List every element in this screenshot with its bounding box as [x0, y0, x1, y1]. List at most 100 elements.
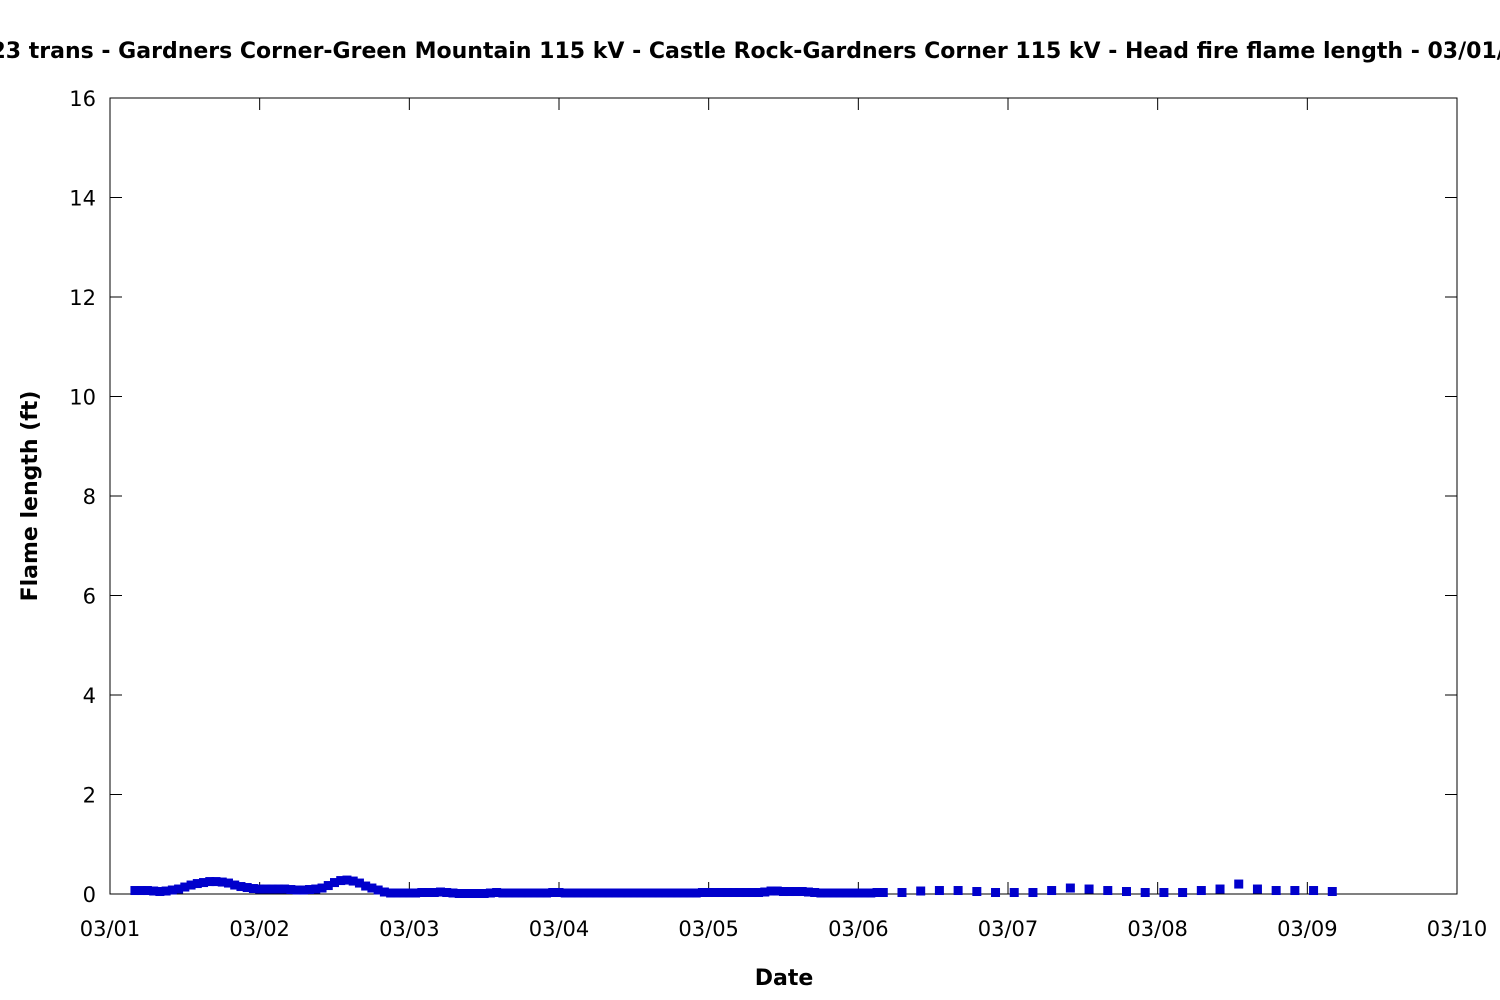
data-point [766, 886, 776, 896]
data-point [261, 884, 271, 894]
data-point [317, 883, 327, 893]
data-point [467, 889, 477, 899]
data-point [654, 888, 664, 898]
data-point [828, 888, 838, 898]
data-point [336, 876, 346, 886]
y-tick-label: 0 [83, 883, 96, 907]
data-point [972, 887, 982, 897]
data-point [1028, 888, 1038, 898]
data-point [373, 885, 383, 895]
x-tick-label: 03/08 [1127, 917, 1188, 941]
x-axis: 03/01 03/02 03/03 03/04 03/05 03/06 03/07 03/08… [80, 98, 1487, 941]
data-point [286, 885, 296, 895]
data-point [991, 888, 1001, 898]
data-point [816, 888, 826, 898]
data-point [672, 888, 682, 898]
data-point [417, 888, 427, 898]
data-point [1084, 884, 1094, 894]
data-point [529, 888, 539, 898]
y-tick-label: 14 [69, 187, 96, 211]
data-point [523, 888, 533, 898]
data-point [797, 887, 807, 897]
data-point [1234, 879, 1244, 889]
data-point [554, 888, 564, 898]
data-point [585, 888, 595, 898]
data-point [1309, 886, 1319, 896]
data-point [1290, 886, 1300, 896]
data-point [1178, 888, 1188, 898]
data-point [311, 884, 321, 894]
x-tick-label: 03/03 [379, 917, 440, 941]
data-point [822, 888, 832, 898]
data-point [273, 884, 283, 894]
data-point [517, 888, 527, 898]
plot-frame [109, 97, 1458, 895]
data-point [679, 888, 689, 898]
data-point [897, 888, 907, 898]
data-point [791, 887, 801, 897]
data-point [323, 881, 333, 891]
data-point [779, 887, 788, 897]
data-point [772, 886, 782, 896]
data-point [716, 888, 726, 898]
data-point [361, 881, 371, 891]
data-point [504, 888, 514, 898]
data-point [1271, 886, 1281, 896]
data-point [292, 885, 302, 895]
data-point [280, 884, 290, 894]
data-point [860, 888, 870, 898]
x-tick-label: 03/04 [529, 917, 590, 941]
data-point [573, 888, 583, 898]
data-point [1159, 888, 1169, 898]
y-tick-label: 16 [69, 87, 96, 111]
data-point [342, 875, 352, 885]
data-point [916, 886, 926, 896]
y-tick-label: 8 [83, 485, 96, 509]
data-point [436, 887, 446, 897]
data-point [853, 888, 863, 898]
data-point [230, 880, 240, 890]
data-point [666, 888, 676, 898]
data-point [878, 888, 888, 898]
data-point [298, 885, 308, 895]
data-point [217, 877, 227, 887]
data-point [130, 886, 140, 896]
data-point [1009, 888, 1019, 898]
y-tick-label: 12 [69, 286, 96, 310]
data-point [454, 889, 464, 899]
data-point [1252, 884, 1262, 894]
data-point [186, 880, 196, 890]
data-point [598, 888, 608, 898]
data-point [473, 889, 483, 899]
data-point [841, 888, 851, 898]
data-point [623, 888, 633, 898]
data-point [566, 888, 576, 898]
data-point [149, 886, 159, 896]
data-point [460, 889, 470, 899]
data-point [1121, 887, 1131, 897]
data-point [1196, 886, 1206, 896]
data-point [392, 888, 402, 898]
data-point [785, 887, 795, 897]
y-tick-label: 2 [83, 784, 96, 808]
y-axis: 0 2 4 6 8 10 12 14 16 [69, 87, 1457, 907]
data-point [697, 888, 707, 898]
data-point [641, 888, 651, 898]
data-point [934, 886, 944, 896]
data-point [616, 888, 626, 898]
data-point [161, 886, 171, 896]
data-point [648, 888, 658, 898]
data-series [130, 875, 1337, 899]
data-point [872, 888, 882, 898]
data-point [205, 877, 215, 887]
data-point [1140, 888, 1150, 898]
data-point [479, 889, 489, 899]
data-point [810, 888, 820, 898]
data-point [710, 888, 720, 898]
data-point [167, 885, 177, 895]
data-point [1103, 886, 1113, 896]
data-point [560, 888, 570, 898]
data-point [1327, 887, 1337, 897]
data-point [604, 888, 614, 898]
data-point [330, 878, 339, 888]
